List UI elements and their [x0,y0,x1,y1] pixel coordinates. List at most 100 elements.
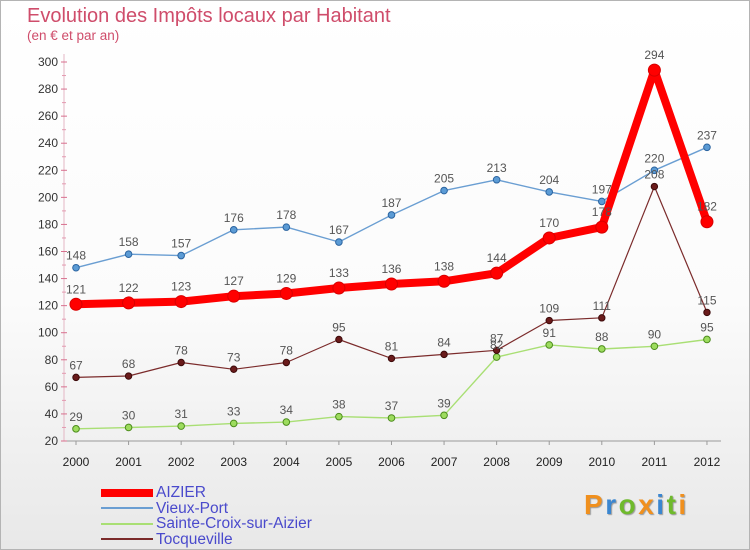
data-label-vieux-port-2003: 176 [224,211,244,225]
data-point-sainte-croix-sur-aizier-2004 [282,418,291,426]
y-tick-label-300: 300 [38,55,58,69]
data-label-sainte-croix-sur-aizier-2006: 37 [385,399,399,413]
data-label-vieux-port-2007: 205 [434,172,454,186]
legend-label-vieux-port: Vieux-Port [156,499,229,517]
data-point-sainte-croix-sur-aizier-2008 [492,353,501,361]
legend-item-sainte-croix-sur-aizier: Sainte-Croix-sur-Aizier [101,516,312,532]
data-label-tocqueville-2010: 111 [593,299,612,313]
data-label-vieux-port-2011: 220 [644,151,664,165]
x-tick-label-2012: 2012 [694,455,721,469]
legend-item-vieux-port: Vieux-Port [101,499,312,517]
y-tick-label-180: 180 [38,217,58,231]
data-label-tocqueville-2006: 81 [385,339,399,353]
data-label-sainte-croix-sur-aizier-2000: 29 [69,410,83,424]
data-label-aizier-2011: 294 [644,48,664,62]
y-tick-label-160: 160 [38,245,58,259]
data-label-sainte-croix-sur-aizier-2012: 95 [700,320,714,334]
data-point-aizier-2007 [437,274,451,288]
data-label-tocqueville-2000: 67 [69,358,83,372]
data-label-aizier-2008: 144 [487,251,507,265]
series-aizier [69,63,714,311]
x-tick-label-2000: 2000 [63,455,90,469]
series-lines [69,63,714,433]
data-label-tocqueville-2001: 68 [122,357,136,371]
y-tick-label-60: 60 [45,380,59,394]
data-label-tocqueville-2012: 115 [697,293,716,307]
data-point-sainte-croix-sur-aizier-2005 [335,412,343,421]
data-point-tocqueville-2000 [72,373,80,382]
logo-letter: r [605,489,619,520]
data-label-sainte-croix-sur-aizier-2008: 82 [490,338,504,352]
data-label-sainte-croix-sur-aizier-2002: 31 [174,407,188,421]
data-point-tocqueville-2001 [124,372,133,380]
data-point-aizier-2012 [700,215,714,229]
data-point-tocqueville-2011 [650,182,659,191]
data-point-vieux-port-2000 [72,263,80,272]
data-point-sainte-croix-sur-aizier-2011 [650,342,659,351]
data-point-sainte-croix-sur-aizier-2006 [387,414,396,422]
data-label-sainte-croix-sur-aizier-2004: 34 [280,403,294,417]
y-tick-label-20: 20 [45,434,59,448]
data-point-vieux-port-2012 [703,143,711,152]
logo-letter: i [678,489,689,520]
data-point-tocqueville-2006 [387,354,396,363]
data-point-aizier-2009 [542,231,556,245]
logo-letter: x [638,489,657,520]
y-tick-label-240: 240 [38,136,58,150]
y-tick-label-80: 80 [45,353,59,367]
data-point-vieux-port-2002 [177,251,185,260]
x-tick-label-2011: 2011 [641,455,667,469]
legend-label-tocqueville: Tocqueville [156,530,233,548]
data-label-tocqueville-2003: 73 [227,350,241,364]
legend-item-tocqueville: Tocqueville [101,530,312,548]
data-point-tocqueville-2004 [282,358,291,367]
y-tick-label-140: 140 [38,272,58,286]
data-label-tocqueville-2007: 84 [437,335,451,349]
legend-swatch-tocqueville [101,538,153,541]
data-point-sainte-croix-sur-aizier-2003 [229,419,238,428]
data-label-vieux-port-2001: 158 [119,235,139,249]
x-tick-label-2001: 2001 [115,455,142,469]
series-vieux-port [72,143,711,272]
series-sainte-croix-sur-aizier [72,335,711,433]
data-point-tocqueville-2003 [230,365,238,373]
x-tick-label-2003: 2003 [220,455,247,469]
data-label-aizier-2006: 136 [381,262,401,276]
chart-title: Evolution des Impôts locaux par Habitant [27,5,391,27]
data-label-sainte-croix-sur-aizier-2005: 38 [332,398,346,412]
data-label-sainte-croix-sur-aizier-2003: 33 [227,404,241,418]
logo-letter: P [584,489,606,520]
legend: AIZIER Vieux-Port Sainte-Croix-sur-Aizie… [101,485,312,547]
y-tick-label-100: 100 [38,326,58,340]
data-point-aizier-2011 [647,63,661,77]
data-label-vieux-port-2010: 197 [592,182,612,196]
data-label-aizier-2012: 182 [697,200,717,214]
y-tick-label-40: 40 [45,407,59,421]
data-label-aizier-2004: 129 [276,271,296,285]
data-point-vieux-port-2007 [440,186,448,195]
data-label-vieux-port-2012: 237 [697,128,717,142]
logo-letter: t [666,489,679,520]
data-point-tocqueville-2007 [440,350,448,359]
x-tick-label-2008: 2008 [483,455,510,469]
data-point-tocqueville-2008 [492,346,501,355]
data-point-sainte-croix-sur-aizier-2000 [72,425,80,433]
data-point-aizier-2000 [69,297,83,311]
data-point-tocqueville-2002 [177,358,185,367]
data-point-aizier-2010 [595,220,609,234]
data-label-sainte-croix-sur-aizier-2011: 90 [648,327,662,341]
legend-item-aizier: AIZIER [101,485,312,501]
x-tick-label-2004: 2004 [273,455,300,469]
data-point-vieux-port-2006 [387,211,396,219]
y-tick-label-200: 200 [38,190,58,204]
data-label-aizier-2005: 133 [329,266,349,280]
data-point-aizier-2003 [227,289,241,303]
data-label-tocqueville-2004: 78 [280,343,294,357]
data-label-aizier-2007: 138 [434,259,454,273]
data-label-aizier-2000: 121 [66,282,86,296]
data-label-vieux-port-2005: 167 [329,223,349,237]
data-label-vieux-port-2000: 148 [66,249,86,263]
proxiti-logo: Proxiti [584,490,689,520]
